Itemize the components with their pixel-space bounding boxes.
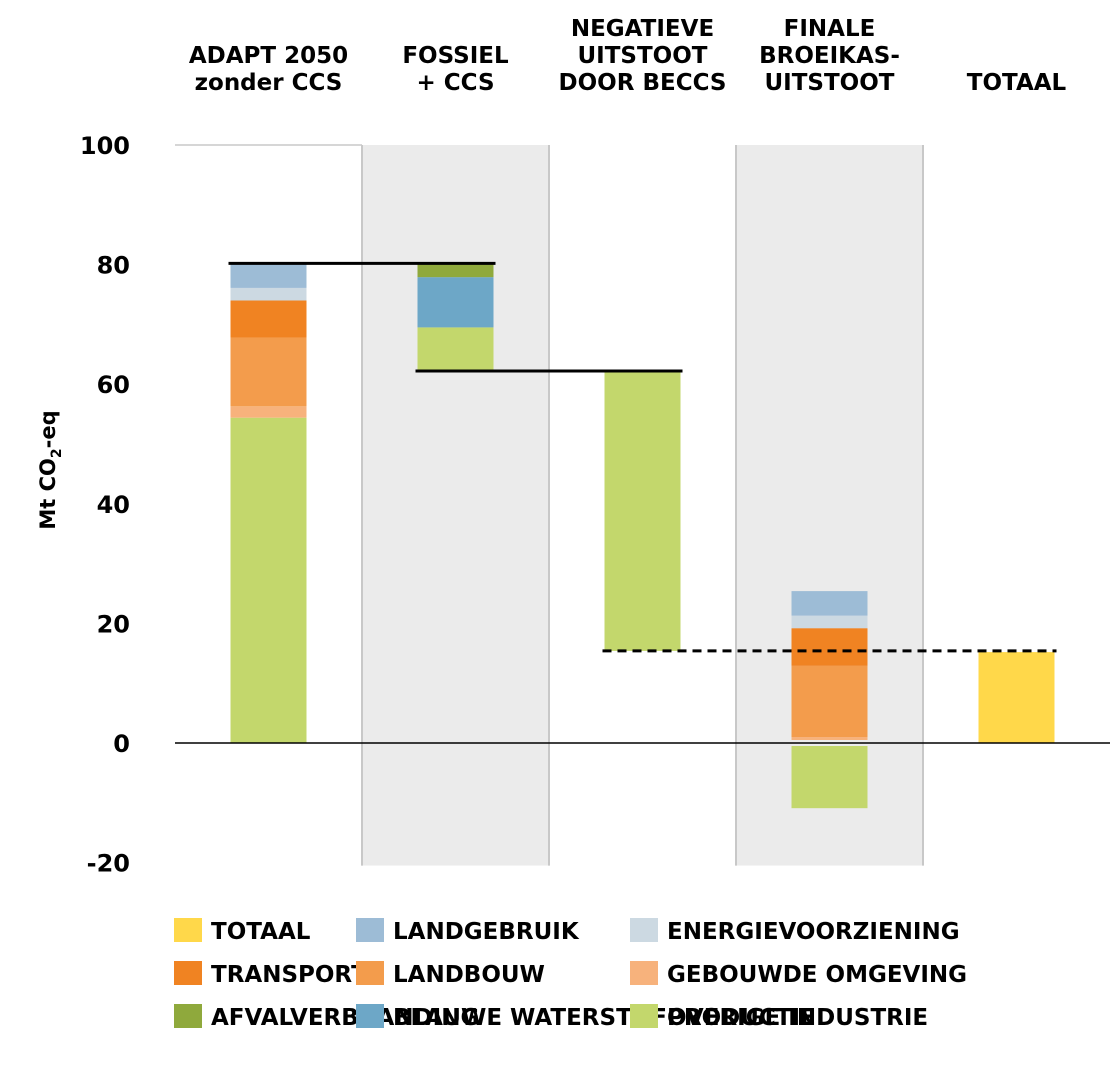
category-label-line: BROEIKAS- — [759, 43, 900, 69]
category-label-2: NEGATIEVE UITSTOOT DOOR BECCS — [559, 16, 727, 96]
category-label-1: FOSSIEL + CCS — [402, 43, 509, 96]
bar-segment-energievoorziening — [230, 287, 307, 301]
bar-segment-overige-industrie — [417, 327, 494, 372]
bar-segment-overige-industrie — [230, 417, 307, 743]
bar-segment-landgebruik — [230, 263, 307, 288]
y-tick-label: -20 — [87, 850, 130, 878]
legend-item-transport: TRANSPORT — [174, 961, 367, 988]
legend-swatch — [356, 1004, 384, 1028]
legend-swatch — [356, 961, 384, 985]
legend-swatch — [630, 1004, 658, 1028]
y-tick-label: 40 — [97, 491, 130, 519]
category-label-3: FINALE BROEIKAS-UITSTOOT — [759, 16, 900, 96]
legend-swatch — [630, 961, 658, 985]
y-tick-labels: 100 80 60 40 20 0 -20 — [80, 132, 130, 878]
y-tick-label: 80 — [97, 252, 130, 280]
bar-segment-gebouwde-omgeving — [230, 406, 307, 418]
bar-segment-blauwe-waterstofproductie — [417, 277, 494, 328]
category-label-line: FINALE — [784, 16, 876, 42]
bar-segment-overige-industrie — [604, 371, 681, 651]
legend-label: BLAUWE WATERSTOFPRODUCTIE — [393, 1005, 816, 1031]
legend: TOTAAL LANDGEBRUIK ENERGIEVOORZIENING TRANS… — [174, 918, 967, 1031]
legend-item-energievoorziening: ENERGIEVOORZIENING — [630, 918, 960, 945]
category-label-line: zonder CCS — [195, 70, 343, 96]
category-label-line: UITSTOOT — [765, 70, 895, 96]
legend-label: TOTAAL — [211, 919, 311, 945]
category-label-line: FOSSIEL — [402, 43, 509, 69]
legend-item-landgebruik: LANDGEBRUIK — [356, 918, 580, 945]
legend-label: TRANSPORT — [211, 962, 367, 988]
category-label-line: ADAPT 2050 — [189, 43, 348, 69]
legend-swatch — [356, 918, 384, 942]
legend-label: GEBOUWDE OMGEVING — [667, 962, 967, 988]
legend-label: LANDBOUW — [393, 962, 545, 988]
category-label-line: DOOR BECCS — [559, 70, 727, 96]
y-tick-label: 0 — [113, 730, 130, 758]
y-tick-label: 20 — [97, 610, 130, 638]
bar-segments — [230, 263, 1055, 809]
legend-swatch — [630, 918, 658, 942]
category-label-line: UITSTOOT — [578, 43, 708, 69]
bar-segment-energievoorziening — [791, 615, 868, 629]
y-axis-label: Mt CO2-eq — [36, 410, 65, 529]
legend-item-gebouwde-omgeving: GEBOUWDE OMGEVING — [630, 961, 967, 988]
bar-segment-landbouw — [791, 665, 868, 738]
y-axis-label-sub: 2 — [49, 448, 65, 458]
legend-label: LANDGEBRUIK — [393, 919, 580, 945]
legend-item-totaal: TOTAAL — [174, 918, 311, 945]
column-shade-1 — [362, 145, 549, 866]
legend-item-landbouw: LANDBOUW — [356, 961, 545, 988]
legend-swatch — [174, 961, 202, 985]
bar-segment-overige-industrie — [791, 745, 868, 809]
category-labels: ADAPT 2050 zonder CCS FOSSIEL + CCS NEGATIEV… — [189, 16, 1067, 96]
category-label-0: ADAPT 2050 zonder CCS — [189, 43, 348, 96]
bar-segment-landbouw — [230, 337, 307, 407]
column-shade-3 — [736, 145, 923, 866]
y-tick-label: 60 — [97, 371, 130, 399]
legend-swatch — [174, 1004, 202, 1028]
category-label-line: NEGATIEVE — [571, 16, 714, 42]
legend-item-overige-industrie: OVERIGE INDUSTRIE — [630, 1004, 928, 1031]
category-label-line: + CCS — [416, 70, 494, 96]
legend-item-afvalverbranding: AFVALVERBRANDING — [174, 1004, 479, 1031]
category-label-4: TOTAAL — [967, 70, 1067, 96]
y-axis-label-tail: -eq — [36, 410, 60, 448]
bar-segment-totaal — [978, 652, 1055, 743]
bar-segment-gebouwde-omgeving — [791, 737, 868, 741]
y-axis-label-main: Mt CO — [36, 458, 60, 530]
legend-swatch — [174, 918, 202, 942]
legend-item-blauwe-waterstofproductie: BLAUWE WATERSTOFPRODUCTIE — [356, 1004, 816, 1031]
y-tick-label: 100 — [80, 132, 130, 160]
bar-segment-afvalverbranding — [417, 263, 494, 278]
legend-label: OVERIGE INDUSTRIE — [667, 1005, 928, 1031]
connector-lines — [228, 261, 1057, 653]
bar-segment-transport — [791, 628, 868, 666]
bar-segment-landgebruik — [791, 591, 868, 616]
legend-label: ENERGIEVOORZIENING — [667, 919, 960, 945]
bar-segment-transport — [230, 300, 307, 338]
legend-label: AFVALVERBRANDING — [211, 1005, 479, 1031]
category-label-line: TOTAAL — [967, 70, 1067, 96]
